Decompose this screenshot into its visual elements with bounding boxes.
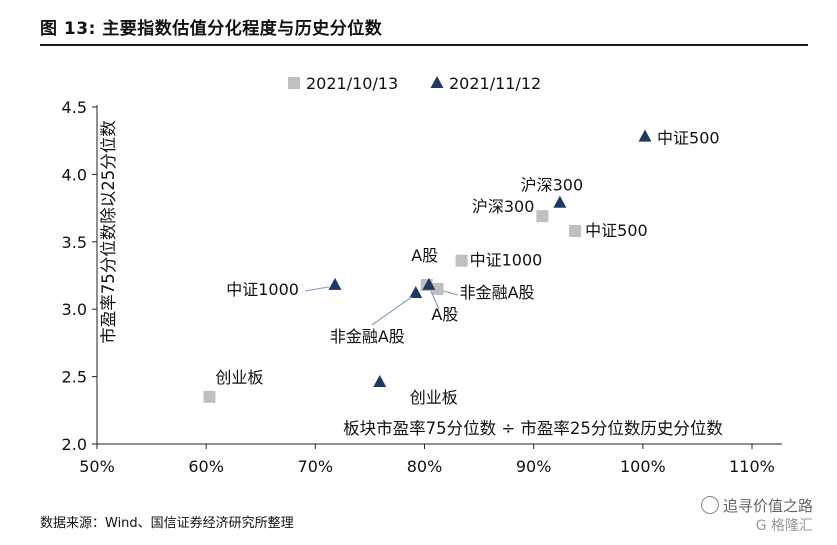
chart-axes: 50% 60% 70% 80% 90% 100% 110% 2.0 2.5 3.0 3.5 4.0 4.…: [62, 98, 782, 476]
triangle-marker: [638, 129, 652, 142]
wechat-icon: [700, 496, 719, 514]
leader-line: [371, 296, 413, 326]
triangle-marker: [553, 195, 567, 208]
point-label: 中证500: [585, 221, 648, 240]
x-tick-label: 50%: [79, 457, 115, 476]
triangle-marker: [422, 277, 436, 290]
triangle-marker: [409, 286, 423, 299]
y-tick-label: 2.0: [62, 435, 87, 454]
legend-label: 2021/11/12: [449, 74, 541, 93]
point-label: 创业板: [215, 368, 263, 387]
square-marker: [536, 210, 549, 223]
point-label: 中证1000: [470, 251, 543, 270]
y-tick-label: 2.5: [62, 368, 87, 387]
x-axis-label: 板块市盈率75分位数 ÷ 市盈率25分位数历史分位数: [343, 419, 723, 438]
point-label: 非金融A股: [330, 327, 405, 346]
figure-title: 图 13: 主要指数估值分化程度与历史分位数: [40, 19, 383, 39]
point-label: A股: [431, 305, 458, 324]
watermark-brand: G 格隆汇: [755, 518, 813, 534]
square-marker: [431, 282, 444, 295]
chart-point-labels: 中证500沪深300中证1000非金融A股A股创业板中证500沪深300A股非金…: [215, 129, 719, 407]
square-marker: [203, 390, 216, 403]
legend-square-swatch: [288, 77, 300, 89]
point-label: 创业板: [410, 388, 458, 407]
point-label: A股: [411, 246, 438, 265]
chart-legend: 2021/10/13 2021/11/12: [288, 74, 541, 93]
leader-line: [304, 286, 330, 292]
y-tick-label: 3.5: [62, 233, 87, 252]
point-label: 非金融A股: [460, 283, 535, 302]
x-tick-label: 70%: [298, 457, 334, 476]
square-marker: [455, 254, 468, 267]
y-tick-label: 4.0: [62, 165, 87, 184]
x-tick-label: 110%: [729, 457, 775, 476]
point-label: 中证1000: [226, 280, 299, 299]
point-label: 沪深300: [521, 176, 584, 195]
legend-triangle-swatch: [430, 76, 444, 88]
x-tick-label: 60%: [188, 457, 224, 476]
chart-marks: [203, 129, 652, 403]
legend-label: 2021/10/13: [306, 74, 398, 93]
x-tick-label: 90%: [516, 457, 552, 476]
watermark: 追寻价值之路 G 格隆汇: [700, 495, 813, 534]
watermark-text: 追寻价值之路: [722, 497, 813, 515]
title-divider: [40, 44, 808, 46]
y-axis-label: 市盈率75分位数除以25分位数: [99, 120, 118, 344]
square-marker: [569, 225, 582, 238]
source-note: 数据来源：Wind、国信证券经济研究所整理: [40, 516, 294, 531]
x-tick-label: 100%: [620, 457, 666, 476]
leader-line: [443, 290, 458, 296]
point-label: 沪深300: [472, 197, 535, 216]
y-tick-label: 4.5: [62, 98, 87, 117]
triangle-marker: [373, 374, 387, 387]
x-tick-label: 80%: [407, 457, 443, 476]
leader-line: [430, 290, 440, 310]
point-label: 中证500: [657, 129, 720, 148]
triangle-marker: [328, 277, 342, 290]
y-tick-label: 3.0: [62, 300, 87, 319]
